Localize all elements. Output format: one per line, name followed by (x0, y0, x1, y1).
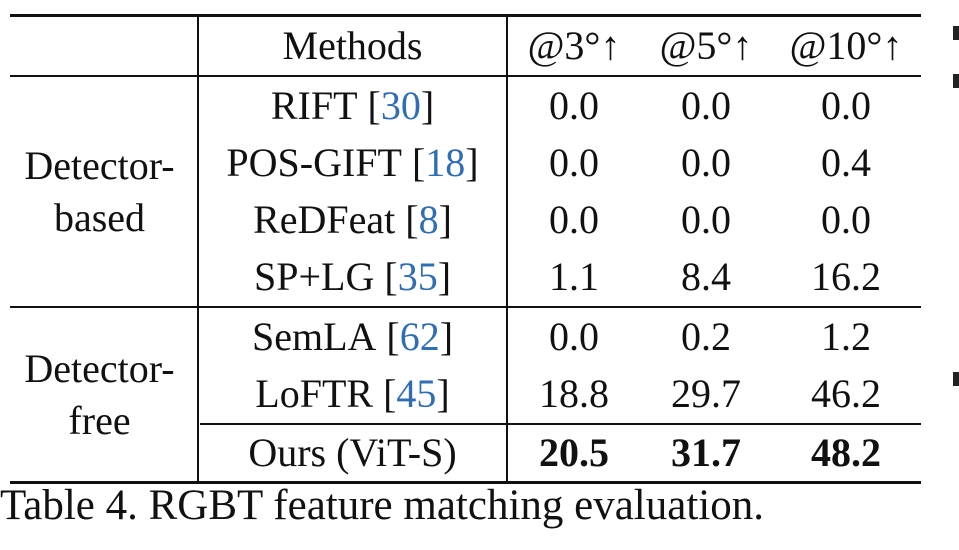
value-3deg: 1.1 (549, 253, 599, 299)
method-cell-pos-gift: POS-GIFT [18] (226, 139, 479, 185)
value-5deg-best: 31.7 (671, 430, 741, 475)
group-label-detector-free: Detector- free (0, 308, 199, 482)
group-label-line: Detector- (24, 143, 175, 188)
citation-link[interactable]: 62 (399, 313, 440, 359)
value-5deg: 29.7 (671, 370, 741, 416)
value-3deg: 0.0 (549, 139, 599, 185)
header-rule (10, 75, 921, 77)
method-cell-sp-lg: SP+LG [35] (253, 253, 452, 299)
value-10deg: 1.2 (821, 313, 871, 359)
cropped-text-fragment (953, 26, 959, 40)
value-10deg: 0.0 (821, 82, 871, 128)
value-5deg: 0.0 (681, 139, 731, 185)
bottom-rule (10, 481, 921, 484)
method-name: Ours (ViT-S) (248, 430, 457, 475)
value-3deg: 18.8 (539, 370, 609, 416)
value-3deg: 0.0 (549, 82, 599, 128)
table-caption: Table 4. RGBT feature matching evaluatio… (0, 482, 764, 529)
ours-rule (200, 423, 921, 425)
top-rule (10, 14, 921, 17)
group-label-detector-based: Detector- based (0, 78, 199, 306)
header-10deg: @10°↑ (789, 23, 903, 68)
citation-link[interactable]: 45 (396, 370, 437, 416)
value-10deg-best: 48.2 (811, 430, 881, 475)
group-label-line: based (53, 195, 146, 240)
value-10deg: 0.0 (821, 196, 871, 242)
value-3deg-best: 20.5 (539, 430, 609, 475)
vertical-rule-right (506, 15, 508, 483)
method-name: LoFTR (255, 370, 374, 416)
group-label-line: free (68, 398, 131, 443)
cropped-text-fragment (953, 372, 959, 386)
method-cell-loftr: LoFTR [45] (255, 370, 450, 416)
method-name: ReDFeat (253, 196, 396, 242)
method-name: RIFT (270, 82, 358, 128)
method-name: SP+LG (253, 253, 375, 299)
value-3deg: 0.0 (549, 196, 599, 242)
value-10deg: 16.2 (811, 253, 881, 299)
citation-link[interactable]: 8 (418, 196, 439, 242)
method-name: SemLA (251, 313, 377, 359)
method-cell-rift: RIFT [30] (270, 82, 435, 128)
header-3deg: @3°↑ (527, 23, 621, 68)
value-5deg: 0.0 (681, 82, 731, 128)
method-cell-semla: SemLA [62] (251, 313, 454, 359)
value-5deg: 0.0 (681, 196, 731, 242)
vertical-rule-left (197, 15, 199, 483)
group-label-line: Detector- (24, 346, 175, 391)
value-5deg: 8.4 (681, 253, 731, 299)
value-5deg: 0.2 (681, 313, 731, 359)
header-5deg: @5°↑ (659, 23, 753, 68)
value-10deg: 46.2 (811, 370, 881, 416)
method-cell-ours: Ours (ViT-S) (199, 425, 506, 481)
citation-link[interactable]: 18 (425, 139, 466, 185)
value-10deg: 0.4 (821, 139, 871, 185)
group-rule (10, 306, 921, 308)
citation-link[interactable]: 35 (397, 253, 438, 299)
header-methods: Methods (282, 23, 423, 68)
value-3deg: 0.0 (549, 313, 599, 359)
method-name: POS-GIFT (226, 139, 402, 185)
cropped-text-fragment (953, 74, 959, 88)
method-cell-redfeat: ReDFeat [8] (253, 196, 452, 242)
citation-link[interactable]: 30 (380, 82, 421, 128)
